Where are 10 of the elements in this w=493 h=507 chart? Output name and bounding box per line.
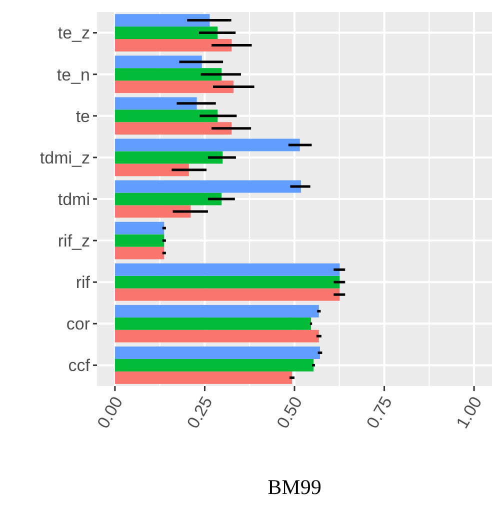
y-tick-label: te_z	[58, 24, 90, 43]
y-tick-label: rif_z	[58, 232, 90, 251]
y-tick-label: ccf	[68, 356, 90, 376]
y-tick-label: cor	[66, 314, 90, 334]
y-tick-label: te_n	[56, 65, 90, 84]
y-tick-label: rif	[76, 273, 90, 292]
y-tick-label: tdmi_z	[40, 148, 90, 168]
y-tick-label: te	[76, 106, 90, 126]
y-tick-label: tdmi	[58, 190, 90, 209]
x-axis-title: BM99	[268, 475, 322, 499]
